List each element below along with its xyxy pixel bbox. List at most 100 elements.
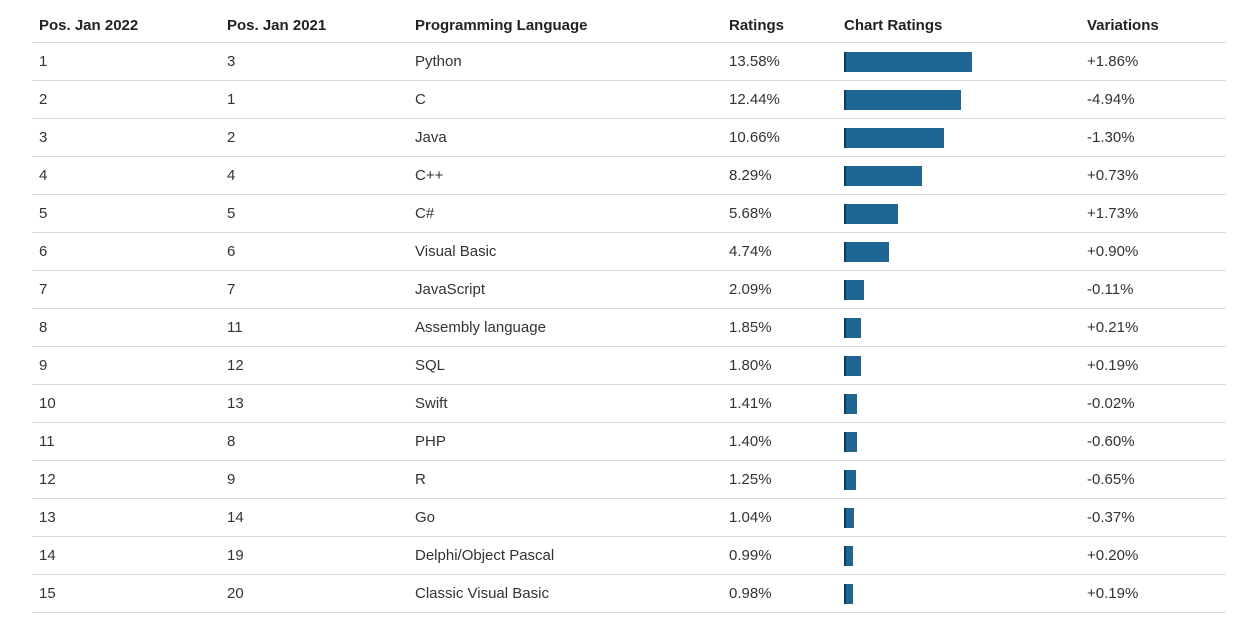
cell-language: Swift	[408, 384, 722, 423]
rating-bar	[844, 279, 864, 300]
cell-chart-rating	[837, 308, 1080, 347]
cell-chart-rating	[837, 42, 1080, 81]
rating-bar	[844, 51, 972, 72]
cell-pos-2022: 14	[32, 536, 220, 575]
cell-ratings: 0.99%	[722, 536, 837, 575]
table-row: 7 7 JavaScript 2.09% -0.11%	[32, 270, 1226, 309]
cell-language: Delphi/Object Pascal	[408, 536, 722, 575]
rating-bar	[844, 241, 889, 262]
cell-pos-2022: 11	[32, 422, 220, 461]
cell-pos-2021: 2	[220, 118, 408, 157]
cell-variation: +1.86%	[1080, 42, 1226, 81]
cell-language: PHP	[408, 422, 722, 461]
cell-ratings: 1.80%	[722, 346, 837, 385]
cell-language: Assembly language	[408, 308, 722, 347]
cell-variation: -0.65%	[1080, 460, 1226, 499]
cell-ratings: 0.98%	[722, 574, 837, 613]
table-row: 1 3 Python 13.58% +1.86%	[32, 42, 1226, 81]
cell-chart-rating	[837, 536, 1080, 575]
header-language: Programming Language	[408, 8, 722, 43]
cell-ratings: 1.85%	[722, 308, 837, 347]
cell-language: Java	[408, 118, 722, 157]
cell-pos-2022: 10	[32, 384, 220, 423]
header-pos-2022: Pos. Jan 2022	[32, 8, 220, 43]
cell-language: Python	[408, 42, 722, 81]
cell-pos-2021: 14	[220, 498, 408, 537]
table-row: 10 13 Swift 1.41% -0.02%	[32, 384, 1226, 423]
cell-chart-rating	[837, 118, 1080, 157]
header-ratings: Ratings	[722, 8, 837, 43]
cell-pos-2021: 5	[220, 194, 408, 233]
cell-chart-rating	[837, 384, 1080, 423]
cell-pos-2021: 11	[220, 308, 408, 347]
cell-variation: -1.30%	[1080, 118, 1226, 157]
cell-ratings: 4.74%	[722, 232, 837, 271]
table-row: 6 6 Visual Basic 4.74% +0.90%	[32, 232, 1226, 271]
cell-pos-2021: 13	[220, 384, 408, 423]
cell-chart-rating	[837, 194, 1080, 233]
rating-bar	[844, 317, 861, 338]
cell-language: C++	[408, 156, 722, 195]
cell-ratings: 1.25%	[722, 460, 837, 499]
cell-language: Classic Visual Basic	[408, 574, 722, 613]
cell-variation: +0.19%	[1080, 574, 1226, 613]
cell-chart-rating	[837, 80, 1080, 119]
cell-pos-2021: 7	[220, 270, 408, 309]
table-row: 2 1 C 12.44% -4.94%	[32, 80, 1226, 119]
table-body: 1 3 Python 13.58% +1.86% 2 1 C 12.44% -4.94% 3 2 Jav…	[32, 42, 1226, 613]
cell-language: SQL	[408, 346, 722, 385]
rating-bar	[844, 89, 961, 110]
rating-bar	[844, 507, 854, 528]
cell-variation: +0.73%	[1080, 156, 1226, 195]
cell-pos-2022: 5	[32, 194, 220, 233]
cell-ratings: 2.09%	[722, 270, 837, 309]
table-row: 8 11 Assembly language 1.85% +0.21%	[32, 308, 1226, 347]
cell-pos-2021: 1	[220, 80, 408, 119]
cell-ratings: 12.44%	[722, 80, 837, 119]
cell-pos-2022: 15	[32, 574, 220, 613]
cell-pos-2022: 7	[32, 270, 220, 309]
rating-bar	[844, 393, 857, 414]
cell-variation: -4.94%	[1080, 80, 1226, 119]
cell-pos-2021: 20	[220, 574, 408, 613]
cell-pos-2021: 4	[220, 156, 408, 195]
table-row: 11 8 PHP 1.40% -0.60%	[32, 422, 1226, 461]
header-variations: Variations	[1080, 8, 1226, 43]
cell-ratings: 1.04%	[722, 498, 837, 537]
cell-pos-2022: 2	[32, 80, 220, 119]
table-row: 14 19 Delphi/Object Pascal 0.99% +0.20%	[32, 536, 1226, 575]
table-row: 15 20 Classic Visual Basic 0.98% +0.19%	[32, 574, 1226, 613]
table-row: 4 4 C++ 8.29% +0.73%	[32, 156, 1226, 195]
cell-pos-2022: 13	[32, 498, 220, 537]
cell-pos-2022: 6	[32, 232, 220, 271]
cell-ratings: 13.58%	[722, 42, 837, 81]
rating-bar	[844, 127, 944, 148]
cell-ratings: 8.29%	[722, 156, 837, 195]
table-row: 9 12 SQL 1.80% +0.19%	[32, 346, 1226, 385]
cell-variation: +0.90%	[1080, 232, 1226, 271]
cell-variation: +0.21%	[1080, 308, 1226, 347]
cell-chart-rating	[837, 346, 1080, 385]
header-row: Pos. Jan 2022 Pos. Jan 2021 Programming …	[32, 8, 1226, 43]
ratings-table-container: Pos. Jan 2022 Pos. Jan 2021 Programming …	[32, 8, 1226, 613]
cell-variation: -0.37%	[1080, 498, 1226, 537]
cell-variation: +0.19%	[1080, 346, 1226, 385]
cell-variation: -0.60%	[1080, 422, 1226, 461]
cell-ratings: 10.66%	[722, 118, 837, 157]
cell-chart-rating	[837, 422, 1080, 461]
table-row: 3 2 Java 10.66% -1.30%	[32, 118, 1226, 157]
header-chart-ratings: Chart Ratings	[837, 8, 1080, 43]
rating-bar	[844, 355, 861, 376]
ratings-table: Pos. Jan 2022 Pos. Jan 2021 Programming …	[32, 8, 1226, 613]
cell-variation: -0.11%	[1080, 270, 1226, 309]
cell-pos-2022: 8	[32, 308, 220, 347]
cell-language: C	[408, 80, 722, 119]
cell-pos-2022: 12	[32, 460, 220, 499]
cell-ratings: 1.41%	[722, 384, 837, 423]
cell-pos-2021: 3	[220, 42, 408, 81]
rating-bar	[844, 431, 857, 452]
cell-variation: +1.73%	[1080, 194, 1226, 233]
cell-pos-2022: 1	[32, 42, 220, 81]
cell-pos-2021: 8	[220, 422, 408, 461]
cell-chart-rating	[837, 270, 1080, 309]
